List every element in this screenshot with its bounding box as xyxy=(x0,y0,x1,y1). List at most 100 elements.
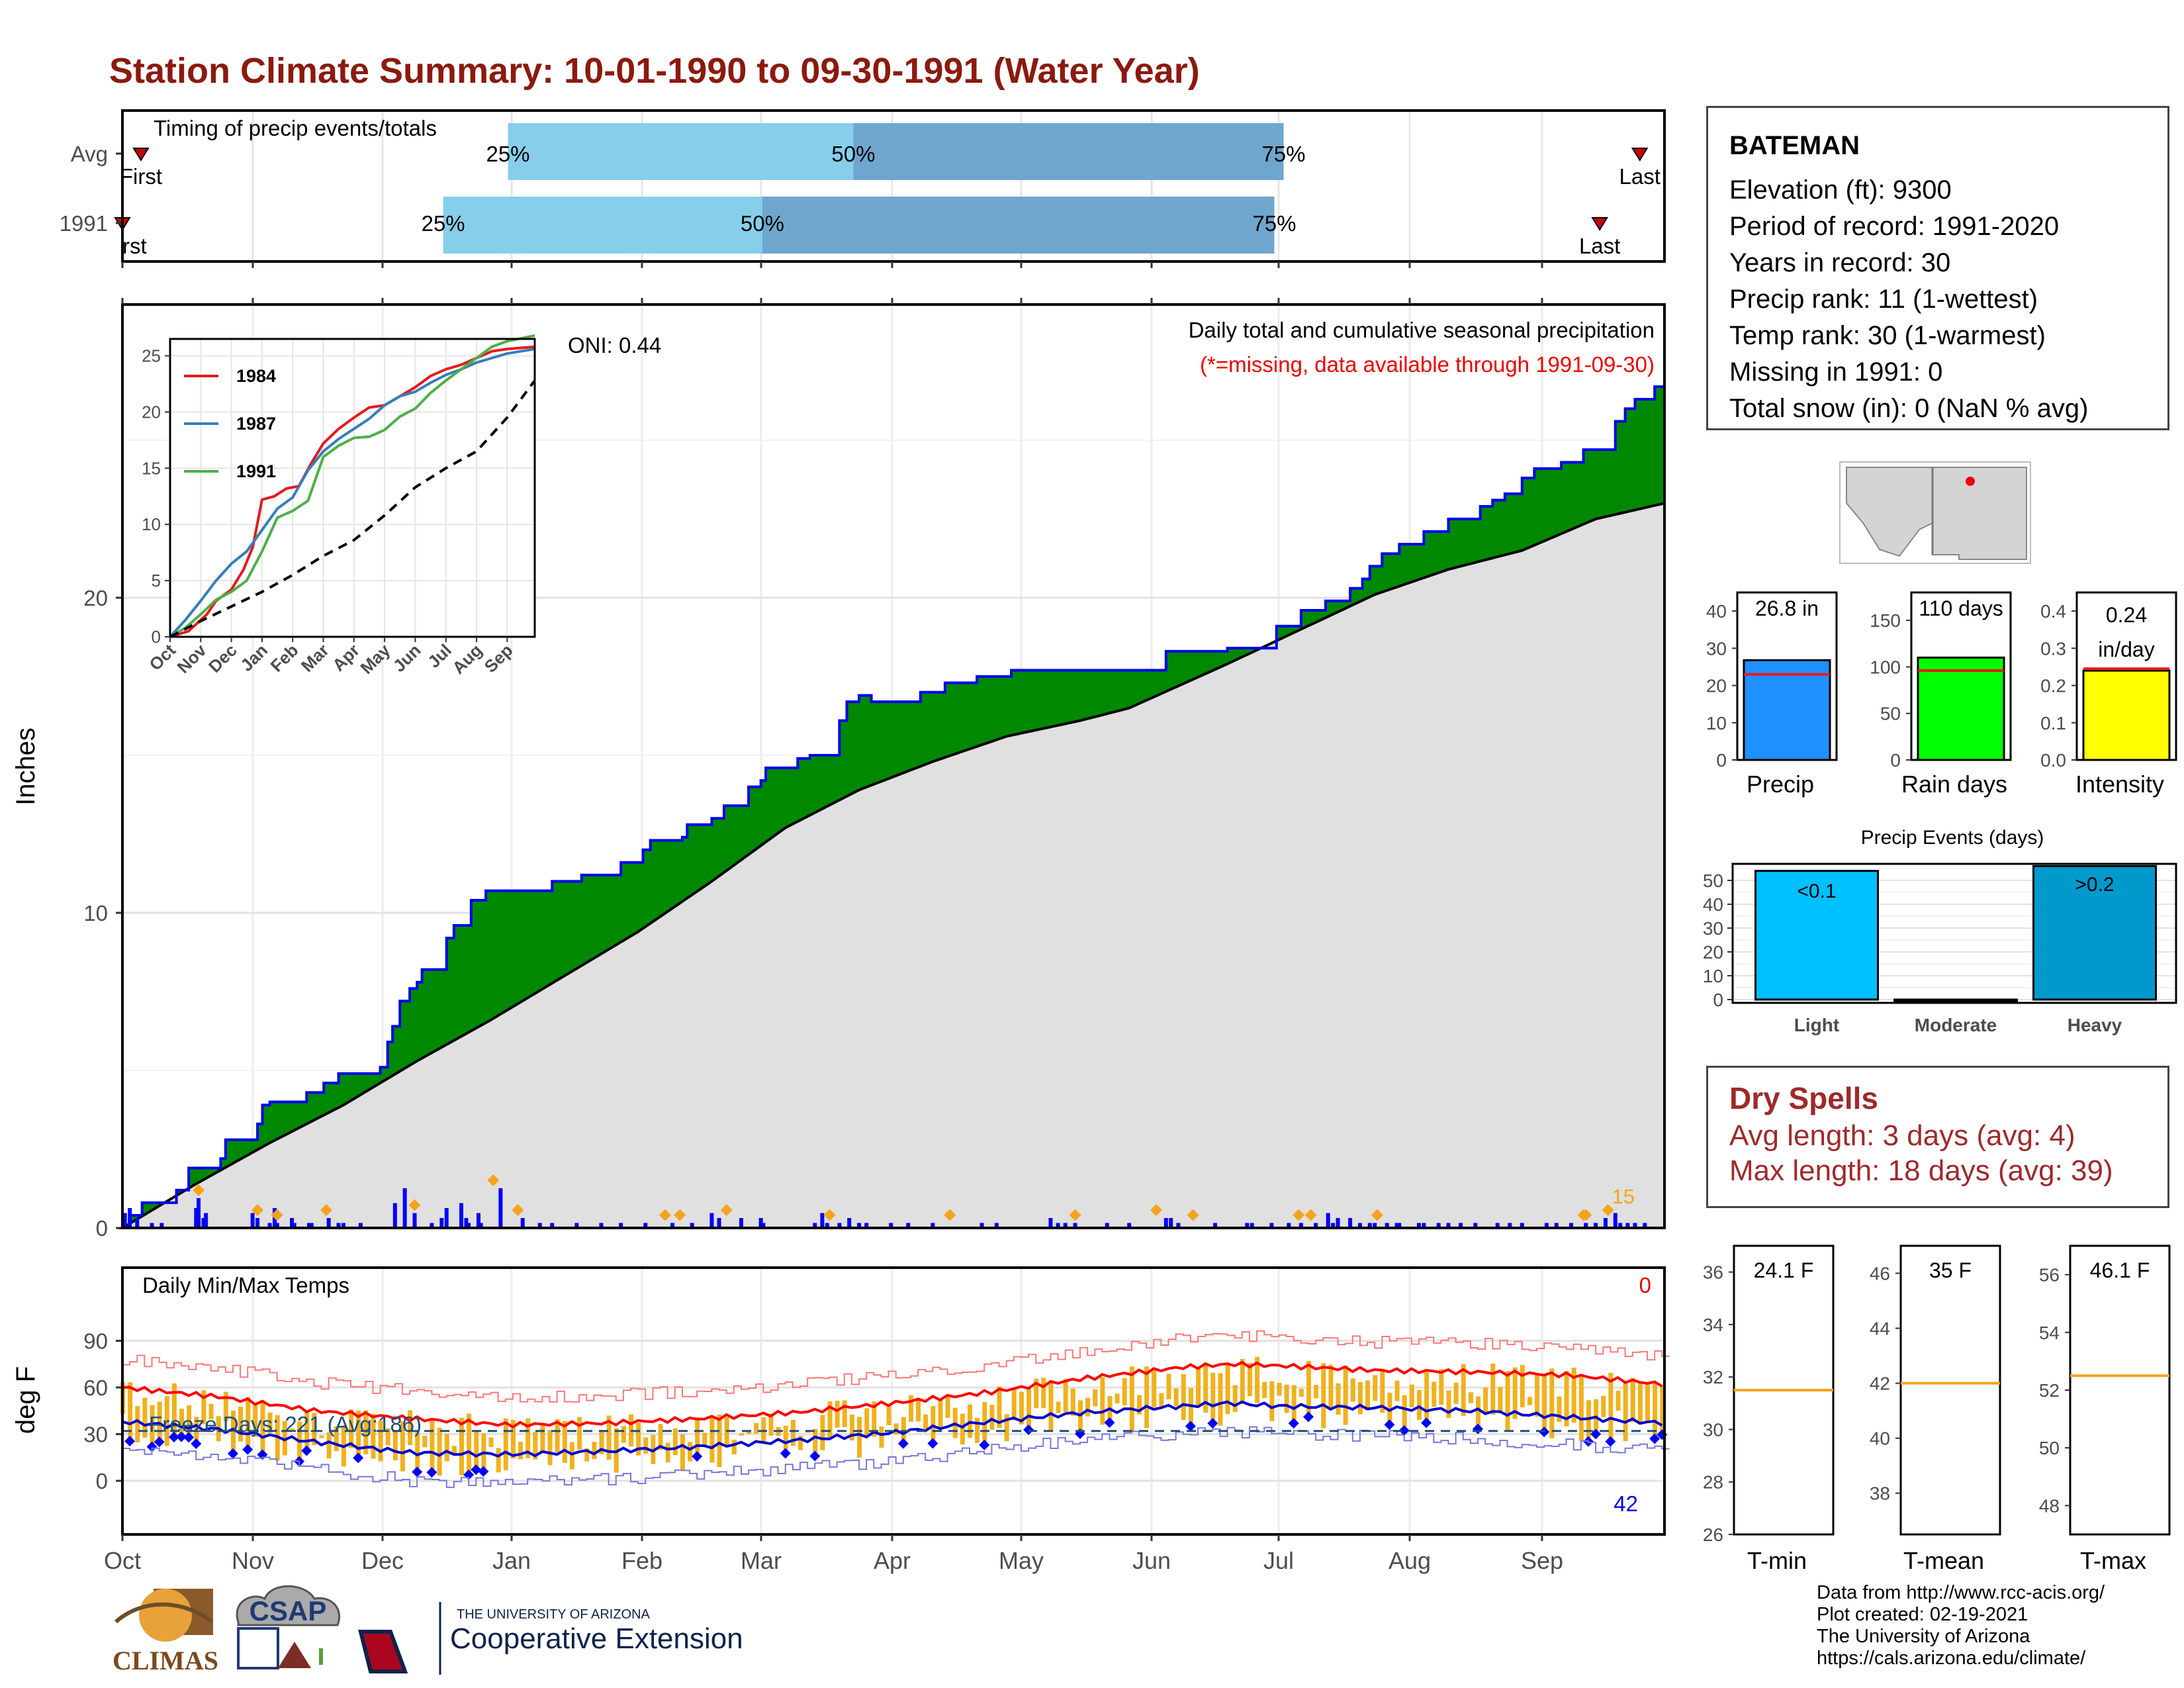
temp-summary-frame xyxy=(2069,1244,2171,1536)
daily-precip-bar xyxy=(159,1223,164,1228)
mini-chart-value-label: 0.24 xyxy=(2106,603,2147,627)
daily-precip-bar xyxy=(931,1223,935,1228)
daily-precip-bar xyxy=(820,1213,825,1228)
heavy-event-marker xyxy=(1304,1209,1317,1221)
events-bar xyxy=(1754,870,1879,1001)
average-max-line xyxy=(122,1360,1663,1429)
daily-temp-range-bar xyxy=(349,1409,354,1448)
daily-temp-range-bar xyxy=(1490,1363,1496,1415)
record-cold-marker xyxy=(426,1467,437,1478)
daily-precip-bar xyxy=(1508,1223,1512,1228)
daily-precip-bar xyxy=(1618,1223,1623,1228)
daily-temp-range-bar xyxy=(908,1395,913,1422)
daily-precip-bar xyxy=(857,1223,862,1228)
daily-temp-range-bar xyxy=(702,1432,707,1446)
daily-temp-range-bar xyxy=(334,1426,339,1452)
daily-precip-bar xyxy=(135,1218,140,1228)
daily-temp-range-bar xyxy=(1314,1385,1319,1399)
record-cold-marker xyxy=(154,1436,165,1448)
record-cold-marker xyxy=(124,1436,136,1447)
daily-temp-range-bar xyxy=(945,1396,950,1418)
inset-cumulative-chart: 1984198719910510152025OctNovDecJanFebMar… xyxy=(142,334,536,678)
temp-summary-y-tick-label: 30 xyxy=(1703,1419,1723,1440)
daily-temp-range-bar xyxy=(1159,1393,1164,1408)
daily-temp-range-bar xyxy=(533,1432,538,1460)
timing-q75-label: 75% xyxy=(1252,211,1296,236)
heavy-event-marker xyxy=(408,1199,421,1211)
daily-precip-bar xyxy=(1331,1223,1336,1228)
precip-y-tick-label: 20 xyxy=(83,586,108,610)
daily-temp-range-bar xyxy=(1122,1378,1127,1406)
daily-temp-range-bar xyxy=(1498,1387,1503,1414)
heavy-event-marker xyxy=(720,1204,733,1216)
daily-precip-bar xyxy=(758,1218,763,1228)
daily-temp-range-bar xyxy=(223,1391,228,1422)
daily-temp-range-bar xyxy=(400,1421,405,1472)
daily-precip-bar xyxy=(739,1218,743,1228)
mini-chart-value-label: 26.8 in xyxy=(1755,596,1819,620)
daily-precip-bar xyxy=(1459,1223,1463,1228)
daily-precip-bar xyxy=(690,1223,694,1228)
record-cold-marker xyxy=(301,1445,312,1456)
daily-temp-range-bar xyxy=(1026,1388,1032,1430)
events-y-tick-label: 30 xyxy=(1703,918,1723,939)
daily-precip-bar xyxy=(1633,1223,1637,1228)
daily-precip-bar xyxy=(306,1223,311,1228)
temp-summary-y-tick-label: 38 xyxy=(1870,1483,1890,1504)
precip-missing-note: (*=missing, data available through 1991-… xyxy=(1200,352,1655,377)
daily-precip-bar xyxy=(906,1223,911,1228)
daily-temp-range-bar xyxy=(643,1437,649,1454)
daily-precip-bar xyxy=(290,1218,295,1228)
mini-chart-y-tick-label: 100 xyxy=(1870,657,1901,677)
precip-y-axis-label: Inches xyxy=(11,727,40,806)
daily-precip-bar xyxy=(459,1203,464,1228)
inset-series-line xyxy=(169,334,535,638)
record-cold-marker xyxy=(1303,1411,1314,1423)
daily-temp-range-bar xyxy=(1549,1368,1555,1438)
month-tick-label: Sep xyxy=(1521,1547,1563,1574)
record-max-line xyxy=(122,1330,1670,1403)
record-cold-marker xyxy=(227,1448,238,1459)
temp-summary-frame xyxy=(1899,1244,2001,1536)
daily-temp-range-bar xyxy=(761,1417,766,1442)
daily-precip-bar xyxy=(464,1218,469,1228)
daily-temp-range-bar xyxy=(1380,1368,1385,1413)
daily-temp-range-bar xyxy=(731,1439,737,1454)
daily-temp-range-bar xyxy=(672,1428,678,1456)
timing-q25-label: 25% xyxy=(486,142,529,166)
precip-panel-label: Daily total and cumulative seasonal prec… xyxy=(1189,318,1655,342)
daily-temp-range-bar xyxy=(525,1418,531,1458)
events-category-label: Heavy xyxy=(2068,1015,2122,1035)
mini-chart-y-tick-label: 0 xyxy=(1890,750,1901,771)
daily-precip-bar xyxy=(1613,1213,1617,1228)
daily-temp-range-bar xyxy=(430,1418,435,1473)
daily-temp-range-bar xyxy=(1166,1374,1171,1399)
daily-temp-range-bar xyxy=(709,1417,715,1463)
heavy-event-marker xyxy=(1371,1209,1383,1221)
page-title: Station Climate Summary: 10-01-1990 to 0… xyxy=(109,51,1200,91)
daily-temp-range-bar xyxy=(444,1434,449,1462)
record-cold-marker xyxy=(1185,1421,1196,1432)
month-tick-label: May xyxy=(999,1547,1044,1574)
inset-y-tick-label: 20 xyxy=(142,402,161,422)
daily-temp-range-bar xyxy=(304,1410,310,1451)
daily-temp-range-bar xyxy=(1232,1385,1238,1412)
temp-y-axis-label: deg F xyxy=(11,1366,40,1434)
daily-temp-range-bar xyxy=(437,1427,442,1476)
daily-temp-range-bar xyxy=(1137,1395,1142,1415)
inset-legend-label: 1987 xyxy=(236,414,276,434)
temp-summary-label: T-min xyxy=(1747,1547,1807,1574)
daily-temp-range-bar xyxy=(658,1424,663,1450)
daily-temp-range-bar xyxy=(1056,1401,1061,1413)
daily-precip-bar xyxy=(1625,1223,1630,1228)
daily-temp-range-bar xyxy=(783,1425,788,1454)
daily-temp-range-bar xyxy=(408,1410,413,1446)
inset-plot-area xyxy=(170,339,535,637)
daily-precip-bar xyxy=(599,1223,604,1228)
daily-temp-range-bar xyxy=(1637,1382,1643,1425)
daily-temp-range-bar xyxy=(451,1446,457,1454)
events-category-label: Moderate xyxy=(1915,1015,1997,1035)
daily-precip-bar xyxy=(1250,1223,1254,1228)
heavy-event-marker xyxy=(1293,1209,1305,1221)
